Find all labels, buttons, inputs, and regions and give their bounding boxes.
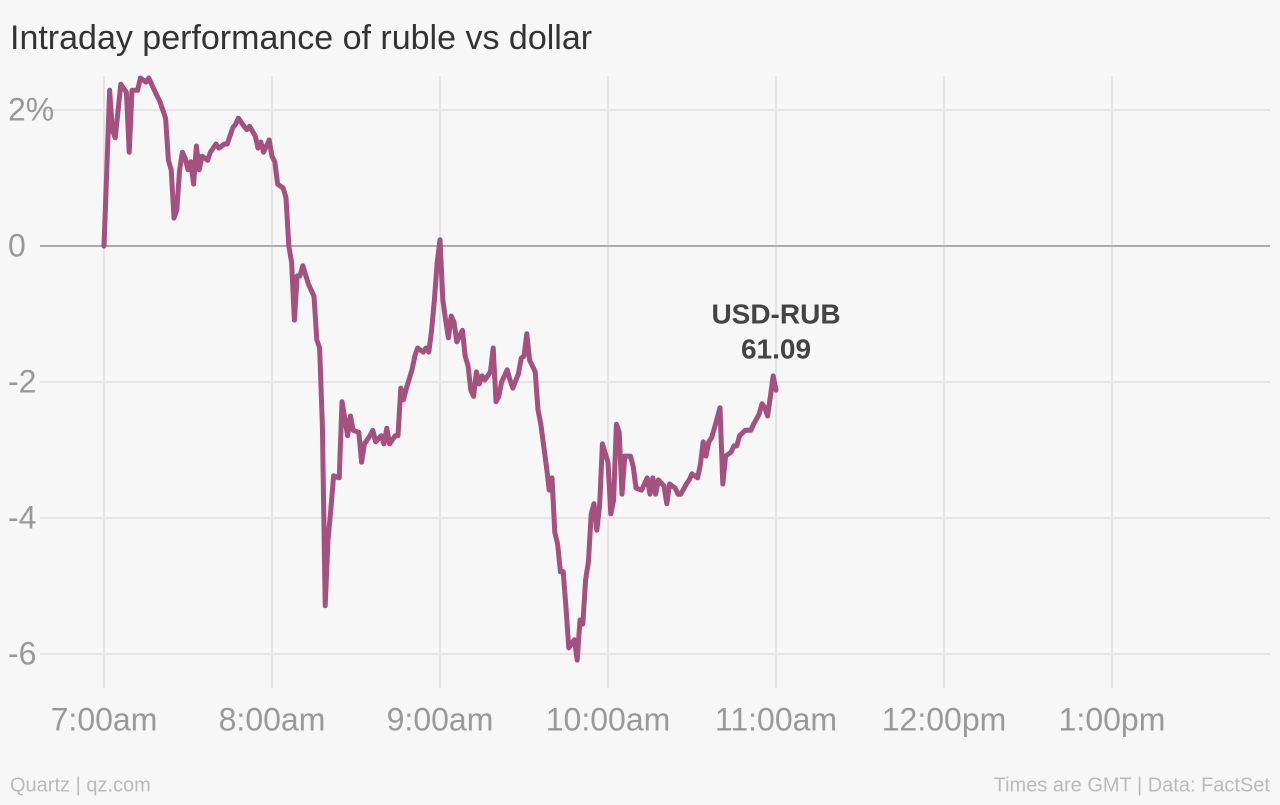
- x-tick-label: 10:00am: [546, 701, 671, 737]
- x-tick-label: 12:00pm: [882, 701, 1007, 737]
- y-tick-label: 2%: [8, 91, 54, 127]
- source-right: Times are GMT | Data: FactSet: [994, 774, 1271, 796]
- chart-title: Intraday performance of ruble vs dollar: [10, 19, 592, 57]
- x-tick-label: 7:00am: [51, 701, 158, 737]
- x-tick-label: 8:00am: [219, 701, 326, 737]
- series-line: [101, 75, 779, 663]
- source-left: Quartz | qz.com: [10, 774, 151, 796]
- x-tick-label: 11:00am: [715, 701, 837, 737]
- y-tick-label: -6: [8, 635, 36, 671]
- x-tick-label: 9:00am: [387, 701, 494, 737]
- y-tick-label: -4: [8, 499, 36, 535]
- y-tick-label: 0: [8, 227, 26, 263]
- annotation-value: 61.09: [741, 333, 811, 364]
- plot: [101, 75, 779, 663]
- annotation-label: USD-RUB: [711, 298, 840, 329]
- x-tick-label: 1:00pm: [1059, 701, 1166, 737]
- y-tick-label: -2: [8, 363, 36, 399]
